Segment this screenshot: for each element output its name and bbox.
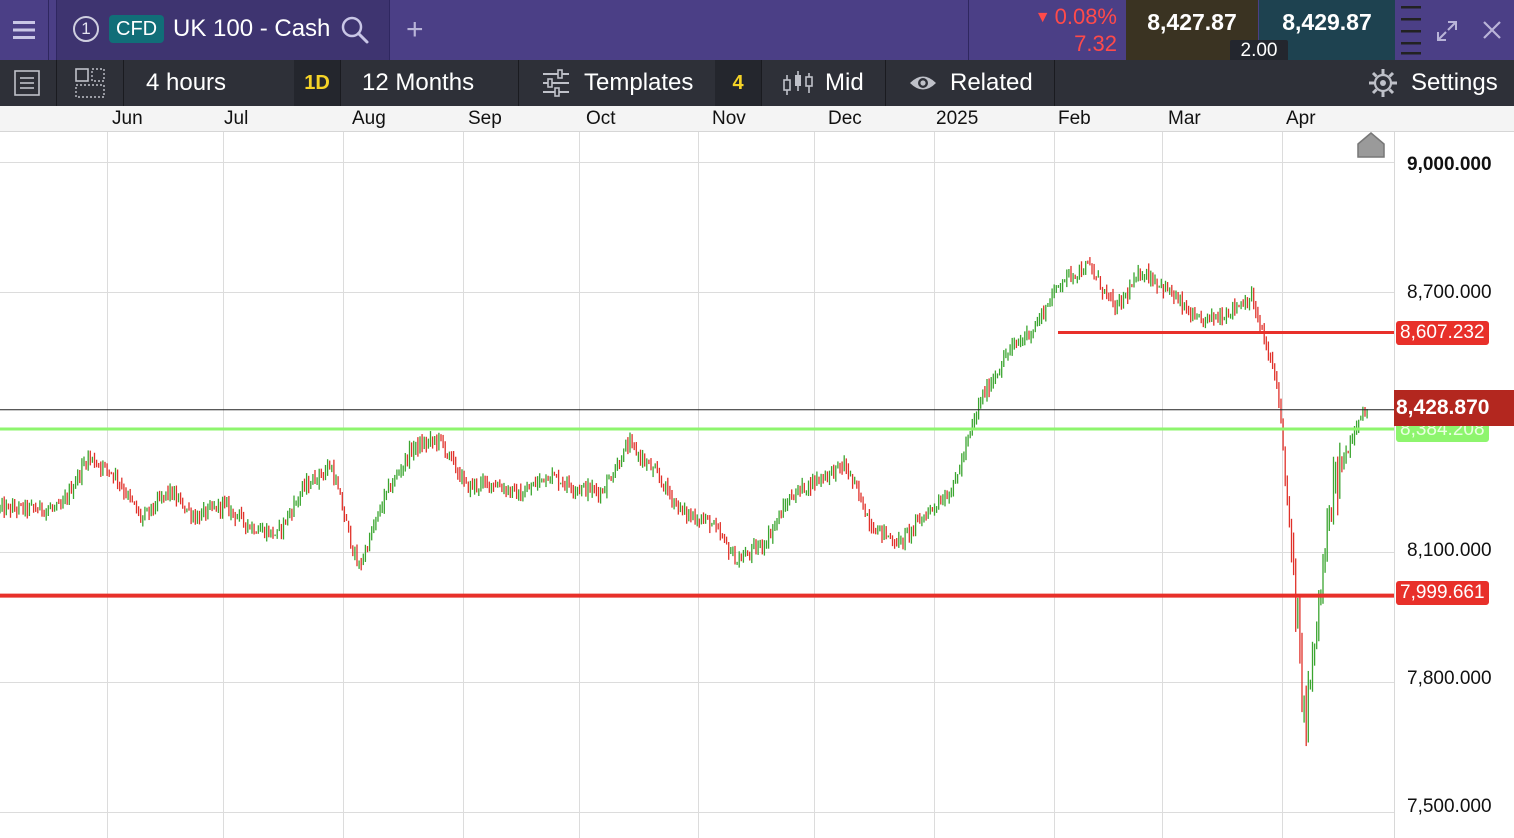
related-button[interactable]: Related <box>886 60 1054 106</box>
list-icon <box>14 70 40 96</box>
change-points: 7.32 <box>1074 31 1117 56</box>
instrument-name: UK 100 - Cash <box>173 15 331 42</box>
instrument-type-badge: CFD <box>109 15 165 43</box>
time-axis: Jun Jul Aug Sep Oct Nov Dec 2025 Feb Mar… <box>0 106 1514 132</box>
layout-icon <box>75 68 105 98</box>
menu-icon <box>13 21 35 39</box>
sliders-icon <box>543 69 569 97</box>
resistance-level-label[interactable]: 8,607.232 <box>1396 321 1489 345</box>
price-chart[interactable] <box>0 132 1394 838</box>
templates-label: Templates <box>584 69 694 96</box>
divider <box>1054 60 1055 106</box>
chart-grid <box>0 132 1394 838</box>
drawing-list-button[interactable] <box>0 60 56 106</box>
month-label-2025: 2025 <box>936 108 979 129</box>
settings-button[interactable]: Settings <box>1360 60 1514 106</box>
divider <box>123 60 124 106</box>
layout-button[interactable] <box>57 60 123 106</box>
spread-badge: 2.00 <box>1230 40 1288 62</box>
y-tick: 8,700.000 <box>1407 282 1492 303</box>
divider <box>56 60 57 106</box>
expand-icon[interactable] <box>1434 18 1460 44</box>
change-percent: ▼ 0.08% <box>1035 4 1117 31</box>
eye-icon <box>910 76 936 90</box>
menu-button[interactable] <box>0 0 49 60</box>
indicator-count-badge[interactable]: 4 <box>715 60 761 106</box>
instrument-tab[interactable]: 1 CFD UK 100 - Cash <box>56 0 390 60</box>
change-percent-value: 0.08% <box>1054 4 1117 29</box>
chart-toolbar: 4 hours 1D 12 Months Templates 4 Mid <box>0 60 1514 106</box>
settings-label: Settings <box>1411 69 1498 96</box>
scroll-to-latest-icon[interactable] <box>1356 130 1386 160</box>
price-type-label: Mid <box>825 69 864 96</box>
interval-selector[interactable]: 4 hours <box>146 69 227 96</box>
month-label-feb: Feb <box>1058 108 1091 129</box>
month-label-oct: Oct <box>586 108 616 129</box>
interval-badge[interactable]: 1D <box>294 60 340 106</box>
month-label-apr: Apr <box>1286 108 1316 129</box>
level-lines <box>0 330 1394 598</box>
bid-price: 8,427.87 <box>1147 9 1237 35</box>
price-change: ▼ 0.08% 7.32 <box>968 0 1127 60</box>
month-label-jul: Jul <box>224 108 249 129</box>
tab-number: 1 <box>73 16 99 42</box>
month-label-nov: Nov <box>712 108 746 129</box>
down-arrow-icon: ▼ <box>1034 9 1051 26</box>
price-axis[interactable]: 9,000.000 8,700.000 8,100.000 7,800.000 … <box>1394 132 1514 838</box>
ask-price: 8,429.87 <box>1282 9 1372 35</box>
drag-handle-icon[interactable] <box>1400 4 1422 56</box>
templates-button[interactable]: Templates <box>519 60 715 106</box>
y-tick: 7,500.000 <box>1407 796 1492 817</box>
related-label: Related <box>950 69 1033 96</box>
gear-icon <box>1369 69 1397 97</box>
price-type-button[interactable]: Mid <box>762 60 886 106</box>
range-selector[interactable]: 12 Months <box>362 69 475 96</box>
buy-price-button[interactable]: 8,429.87 <box>1259 0 1395 60</box>
candlestick-series <box>0 257 1368 747</box>
close-icon[interactable] <box>1480 18 1504 42</box>
month-label-jun: Jun <box>112 108 143 129</box>
y-tick: 9,000.000 <box>1407 154 1492 175</box>
month-label-sep: Sep <box>468 108 502 129</box>
current-price-label: 8,428.870 <box>1394 390 1514 426</box>
instrument-header: 1 CFD UK 100 - Cash + ▼ 0.08% 7.32 8,427.… <box>0 0 1514 62</box>
divider <box>518 60 519 106</box>
y-tick: 7,800.000 <box>1407 668 1492 689</box>
divider <box>340 60 341 106</box>
divider <box>761 60 762 106</box>
add-tab-icon[interactable]: + <box>406 13 424 46</box>
search-icon[interactable] <box>339 14 371 46</box>
month-label-aug: Aug <box>352 108 386 129</box>
month-label-mar: Mar <box>1168 108 1201 129</box>
candlestick-icon <box>783 71 813 95</box>
y-tick: 8,100.000 <box>1407 540 1492 561</box>
divider <box>885 60 886 106</box>
month-label-dec: Dec <box>828 108 862 129</box>
support-level-label[interactable]: 7,999.661 <box>1396 581 1489 605</box>
